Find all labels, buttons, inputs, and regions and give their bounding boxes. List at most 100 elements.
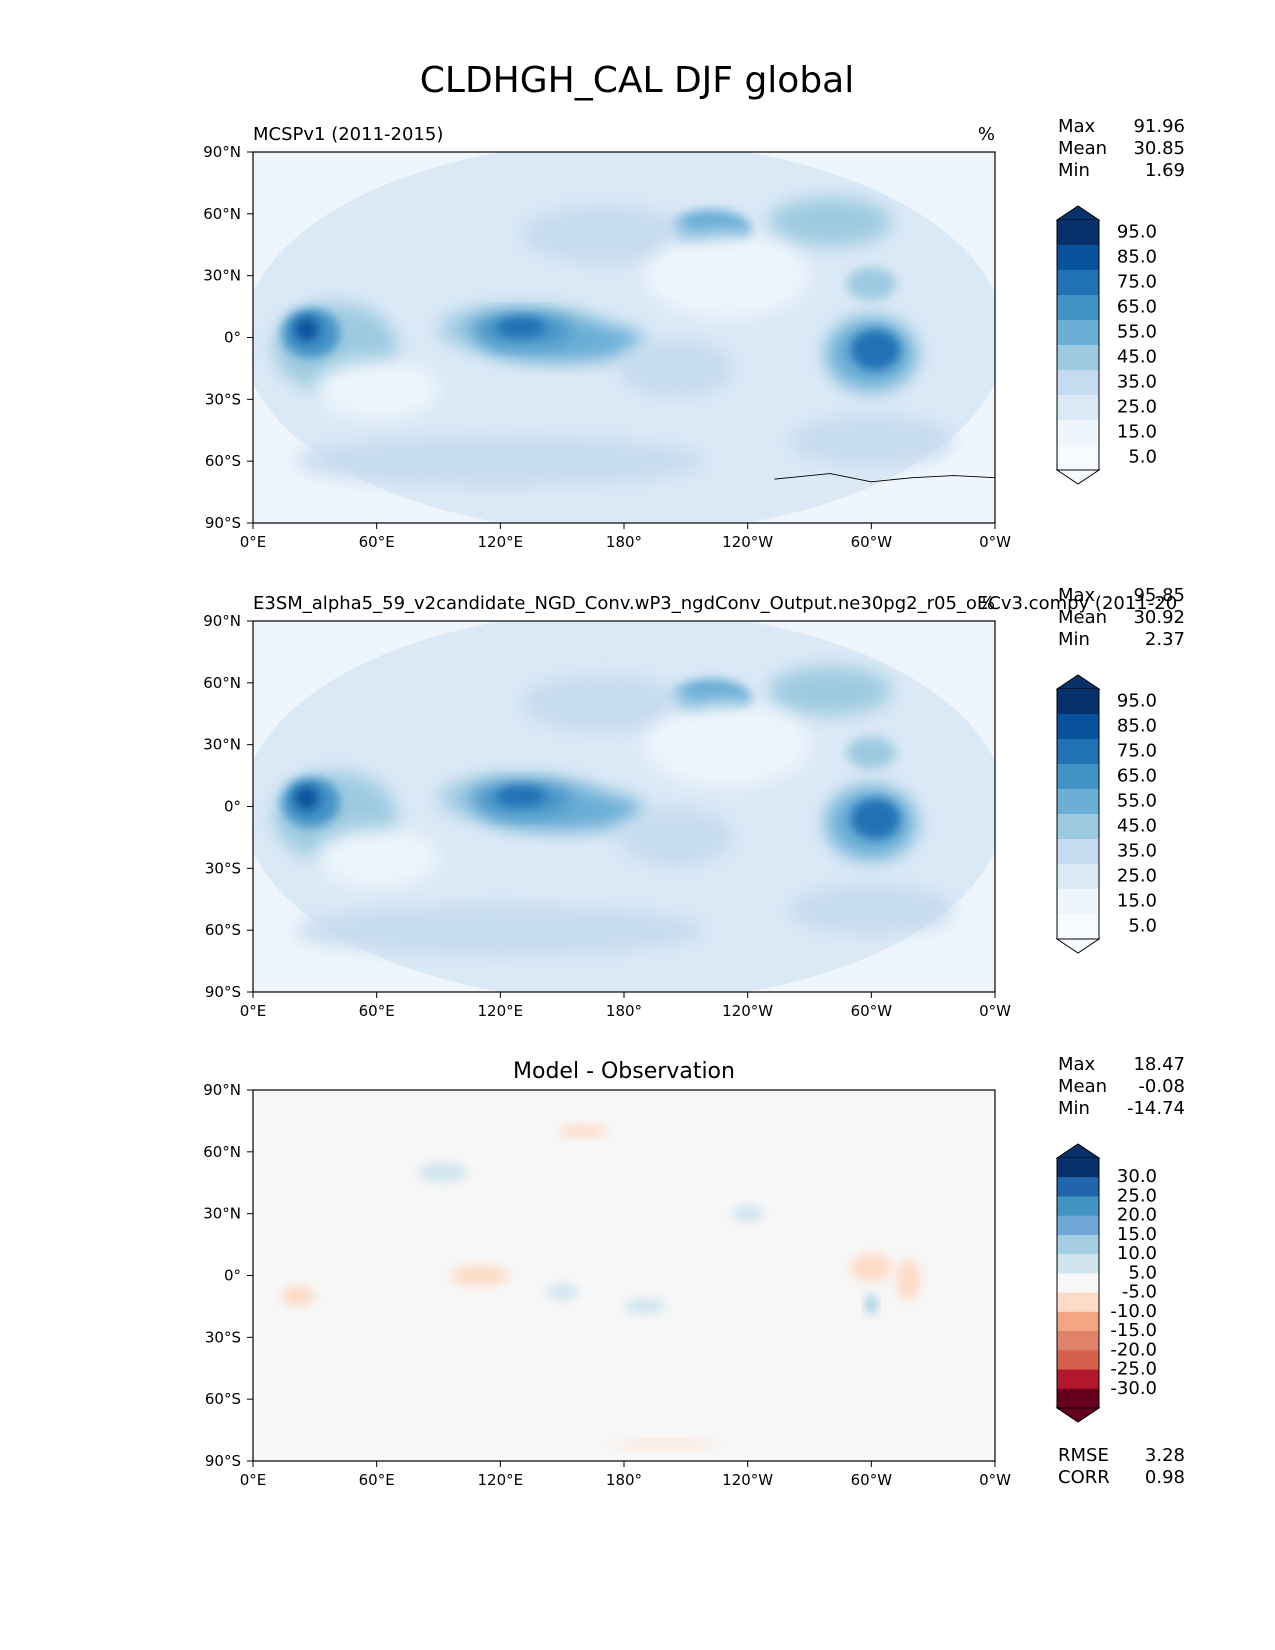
stat-label-mean: Mean bbox=[1058, 607, 1107, 628]
cloud-region bbox=[417, 1162, 468, 1183]
panel-center-title: Model - Observation bbox=[513, 1059, 735, 1084]
colorbar-tick-label: 25.0 bbox=[1117, 866, 1157, 887]
colorbar-tick-label: 35.0 bbox=[1117, 841, 1157, 862]
colorbar-segment bbox=[1057, 1158, 1099, 1178]
cloud-region bbox=[846, 267, 897, 301]
lon-tick-label: 60°E bbox=[359, 533, 395, 551]
lon-tick-label: 60°W bbox=[851, 533, 893, 551]
colorbar-tick-label: 45.0 bbox=[1117, 816, 1157, 837]
colorbar-extend-bottom bbox=[1055, 938, 1101, 954]
cloud-region bbox=[768, 666, 892, 716]
colorbar-segment bbox=[1057, 395, 1099, 421]
cloud-region bbox=[617, 808, 734, 867]
lat-tick-label: 0° bbox=[224, 798, 241, 816]
cloud-region bbox=[558, 1125, 608, 1138]
colorbar-tick-label: 15.0 bbox=[1117, 422, 1157, 443]
colorbar-segment bbox=[1057, 1350, 1099, 1371]
colorbar-outline bbox=[1056, 220, 1100, 470]
stat-label-min: Min bbox=[1058, 160, 1090, 181]
cloud-region bbox=[253, 1090, 995, 1461]
colorbar-tick-label: 5.0 bbox=[1128, 1262, 1157, 1283]
stat-value-mean: -0.08 bbox=[1138, 1076, 1185, 1097]
lon-tick-label: 120°E bbox=[478, 1471, 524, 1489]
lon-tick-label: 0°W bbox=[979, 1002, 1011, 1020]
colorbar-tick-label: -25.0 bbox=[1110, 1359, 1157, 1380]
cloud-region bbox=[624, 1298, 666, 1315]
colorbar-tick-label: 30.0 bbox=[1117, 1166, 1157, 1187]
lat-tick-label: 0° bbox=[224, 329, 241, 347]
stat-label-mean: Mean bbox=[1058, 1076, 1107, 1097]
lat-tick-label: 30°S bbox=[205, 859, 241, 877]
colorbar-segment bbox=[1057, 1311, 1099, 1332]
lon-tick-label: 0°E bbox=[240, 533, 267, 551]
colorbar-segment bbox=[1057, 1331, 1099, 1351]
colorbar-segment bbox=[1057, 295, 1099, 321]
lat-tick-label: 90°S bbox=[205, 514, 241, 532]
colorbar-segment bbox=[1057, 245, 1099, 271]
colorbar-tick-label: 25.0 bbox=[1117, 397, 1157, 418]
colorbar-segment bbox=[1057, 1215, 1099, 1236]
cloud-region bbox=[788, 884, 954, 935]
colorbar-segment bbox=[1057, 1388, 1099, 1409]
colorbar-segment bbox=[1057, 714, 1099, 740]
colorbar-segment bbox=[1057, 1254, 1099, 1274]
footer-label-rmse: RMSE bbox=[1058, 1445, 1109, 1466]
stat-label-max: Max bbox=[1058, 1054, 1096, 1075]
colorbar-tick-label: -20.0 bbox=[1110, 1339, 1157, 1360]
cloud-region bbox=[545, 1283, 579, 1301]
colorbar-tick-label: 55.0 bbox=[1117, 322, 1157, 343]
colorbar-tick-label: 95.0 bbox=[1117, 222, 1157, 243]
colorbar-tick-label: 55.0 bbox=[1117, 791, 1157, 812]
cloud-region bbox=[768, 197, 892, 247]
lon-tick-label: 60°W bbox=[851, 1002, 893, 1020]
colorbar-segment bbox=[1057, 739, 1099, 765]
stat-label-mean: Mean bbox=[1058, 138, 1107, 159]
cloud-region bbox=[731, 1205, 765, 1222]
colorbar-tick-label: 85.0 bbox=[1117, 716, 1157, 737]
colorbar-extend-top bbox=[1055, 205, 1101, 221]
panel-right-title: % bbox=[978, 124, 995, 145]
lon-tick-label: 180° bbox=[606, 533, 642, 551]
lon-tick-label: 60°W bbox=[851, 1471, 893, 1489]
cloud-region bbox=[850, 798, 901, 840]
colorbar-tick-label: 5.0 bbox=[1128, 916, 1157, 937]
colorbar-tick-label: 75.0 bbox=[1117, 272, 1157, 293]
stat-value-max: 91.96 bbox=[1133, 116, 1185, 137]
cloud-region bbox=[496, 316, 546, 338]
cloud-region bbox=[294, 316, 319, 342]
map-panel-2: 0°E 60°E 120°E 180° 120°W 60°W 0°W 90°N 60°N 30°N… bbox=[203, 585, 1185, 1020]
cloud-region bbox=[294, 785, 319, 811]
colorbar-segment bbox=[1057, 689, 1099, 715]
lon-tick-label: 120°W bbox=[722, 533, 773, 551]
lat-tick-label: 60°S bbox=[205, 1390, 241, 1408]
colorbar: 30.025.020.015.010.05.0-5.0-10.0-15.0-20… bbox=[1055, 1143, 1157, 1423]
lon-tick-label: 120°W bbox=[722, 1471, 773, 1489]
colorbar: 95.0 85.0 75.0 65.0 55.0 45.0 35.0 25.0 15.0 5.0 bbox=[1055, 674, 1157, 954]
colorbar-segment bbox=[1057, 814, 1099, 840]
colorbar-tick-label: -15.0 bbox=[1110, 1320, 1157, 1341]
cloud-region bbox=[281, 1285, 315, 1307]
cloud-region bbox=[865, 1294, 878, 1315]
lon-tick-label: 60°E bbox=[359, 1471, 395, 1489]
cloud-region bbox=[496, 785, 546, 807]
contour-field bbox=[253, 621, 995, 992]
colorbar-segment bbox=[1057, 420, 1099, 446]
lat-tick-label: 90°N bbox=[203, 143, 241, 161]
colorbar-segment bbox=[1057, 1273, 1099, 1294]
colorbar-tick-label: 45.0 bbox=[1117, 347, 1157, 368]
map-panel-3: 0°E 60°E 120°E 180° 120°W 60°W 0°W 90°N 60°N 30°N… bbox=[203, 1054, 1185, 1489]
colorbar-tick-label: 15.0 bbox=[1117, 1224, 1157, 1245]
cloud-region bbox=[644, 703, 810, 786]
stat-label-max: Max bbox=[1058, 116, 1096, 137]
cloud-region bbox=[314, 360, 439, 418]
lat-tick-label: 60°N bbox=[203, 205, 241, 223]
colorbar-segment bbox=[1057, 1369, 1099, 1390]
cloud-region bbox=[294, 905, 707, 955]
cloud-region bbox=[520, 674, 686, 733]
lat-tick-label: 30°S bbox=[205, 1328, 241, 1346]
colorbar-tick-label: 65.0 bbox=[1117, 766, 1157, 787]
colorbar-segment bbox=[1057, 864, 1099, 890]
stat-value-min: -14.74 bbox=[1127, 1098, 1185, 1119]
colorbar-tick-label: 25.0 bbox=[1117, 1185, 1157, 1206]
